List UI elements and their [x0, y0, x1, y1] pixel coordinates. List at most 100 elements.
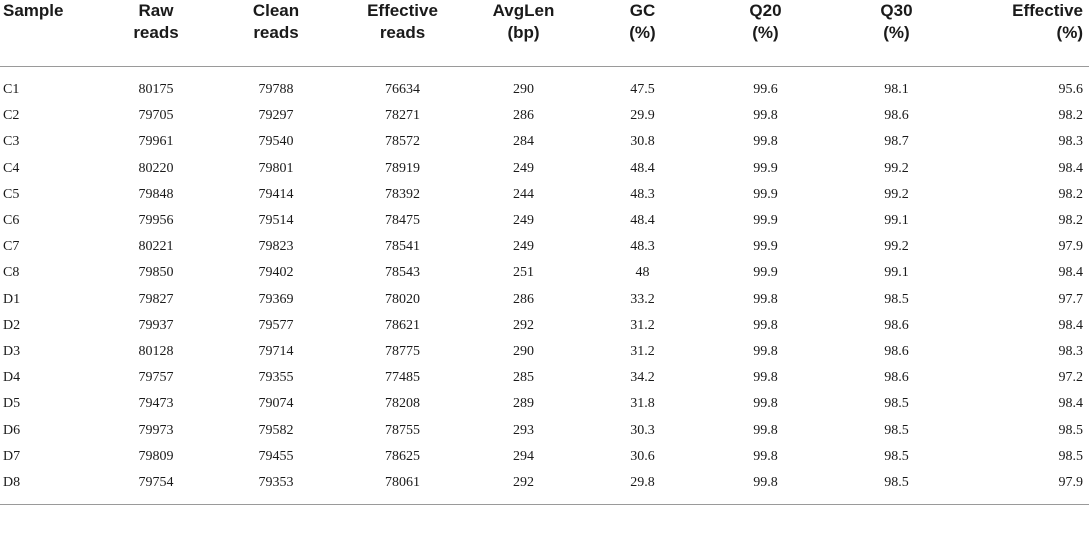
table-row: C4 80220 79801 78919 249 48.4 99.9 99.2 98.4 — [0, 156, 1089, 182]
header-q20: Q20 (%) — [703, 0, 828, 67]
cell-gc: 48.4 — [630, 213, 655, 229]
cell-raw-reads: 79827 — [138, 291, 174, 307]
cell-avglen: 292 — [465, 469, 582, 505]
header-avglen: AvgLen (bp) — [465, 0, 582, 67]
table-row: D2 79937 79577 78621 292 31.2 99.8 98.6 98.4 — [0, 313, 1089, 339]
cell-effective-reads: 78208 — [385, 396, 420, 412]
cell-q20: 99.8 — [753, 317, 778, 333]
cell-avglen: 286 — [513, 108, 534, 124]
cell-clean-reads: 79823 — [258, 239, 294, 255]
cell-avglen: 289 — [513, 396, 534, 412]
cell-effective-reads: 78775 — [385, 343, 420, 359]
cell-q30: 98.5 — [884, 448, 909, 464]
header-clean-reads: Clean reads — [212, 0, 340, 67]
cell-q20: 99.8 — [703, 469, 828, 505]
cell-raw-reads: 79809 — [138, 448, 174, 464]
cell-q20: 99.8 — [753, 448, 778, 464]
cell-gc: 31.8 — [630, 396, 655, 412]
cell-avglen: 292 — [513, 317, 534, 333]
table-row: D8 79754 79353 78061 292 29.8 99.8 98.5 97.9 — [0, 469, 1089, 505]
cell-q20: 99.8 — [753, 396, 778, 412]
cell-gc: 31.2 — [630, 317, 655, 333]
cell-q20: 99.9 — [753, 186, 778, 202]
cell-gc: 29.8 — [582, 469, 703, 505]
table-row: C1 80175 79788 76634 290 47.5 99.6 98.1 95.6 — [0, 67, 1089, 104]
cell-raw-reads: 79973 — [138, 422, 174, 438]
cell-raw-reads: 79956 — [138, 213, 174, 229]
cell-clean-reads: 79455 — [258, 448, 294, 464]
cell-clean-reads: 79577 — [258, 317, 294, 333]
cell-sample: D6 — [3, 422, 21, 438]
table-row: D5 79473 79074 78208 289 31.8 99.8 98.5 98.4 — [0, 391, 1089, 417]
cell-avglen: 244 — [513, 186, 534, 202]
cell-effective-reads: 78919 — [385, 160, 420, 176]
cell-sample: C3 — [3, 134, 20, 150]
cell-effective-reads: 78572 — [385, 134, 420, 150]
cell-q20: 99.8 — [753, 134, 778, 150]
cell-q20: 99.8 — [753, 370, 778, 386]
table-row: C8 79850 79402 78543 251 48 99.9 99.1 98.4 — [0, 260, 1089, 286]
cell-raw-reads: 79937 — [138, 317, 174, 333]
cell-sample: C7 — [3, 239, 20, 255]
cell-gc: 29.9 — [630, 108, 655, 124]
cell-effective-reads: 78625 — [385, 448, 420, 464]
cell-gc: 30.6 — [630, 448, 655, 464]
cell-q30: 98.6 — [884, 317, 909, 333]
cell-gc: 30.3 — [630, 422, 655, 438]
header-gc: GC (%) — [582, 0, 703, 67]
header-effective-pct: Effective (%) — [965, 0, 1089, 67]
cell-effective-pct: 98.2 — [1058, 186, 1084, 202]
cell-effective-pct: 98.4 — [1058, 160, 1084, 176]
cell-q20: 99.9 — [753, 213, 778, 229]
cell-gc: 34.2 — [630, 370, 655, 386]
cell-sample: C6 — [3, 213, 20, 229]
header-q30: Q30 (%) — [828, 0, 965, 67]
cell-raw-reads: 79961 — [138, 134, 174, 150]
cell-effective-pct: 98.4 — [1058, 317, 1084, 333]
cell-effective-reads: 76634 — [385, 82, 420, 98]
table-row: D3 80128 79714 78775 290 31.2 99.8 98.6 98.3 — [0, 339, 1089, 365]
cell-sample: D2 — [3, 317, 21, 333]
cell-raw-reads: 79754 — [100, 469, 212, 505]
cell-clean-reads: 79540 — [258, 134, 294, 150]
cell-raw-reads: 80221 — [138, 239, 174, 255]
cell-q20: 99.8 — [753, 291, 778, 307]
table-body: C1 80175 79788 76634 290 47.5 99.6 98.1 95.6 C2 79… — [0, 67, 1089, 505]
cell-q30: 98.5 — [884, 422, 909, 438]
cell-raw-reads: 79848 — [138, 186, 174, 202]
cell-q30: 99.2 — [884, 239, 909, 255]
cell-avglen: 290 — [513, 343, 534, 359]
cell-clean-reads: 79801 — [258, 160, 294, 176]
cell-effective-pct: 97.9 — [965, 469, 1089, 505]
cell-clean-reads: 79297 — [258, 108, 294, 124]
cell-effective-reads: 77485 — [385, 370, 420, 386]
cell-q30: 98.5 — [828, 469, 965, 505]
cell-effective-pct: 98.2 — [1058, 108, 1084, 124]
cell-sample: C8 — [3, 265, 20, 281]
cell-sample: D1 — [3, 291, 21, 307]
cell-effective-pct: 97.2 — [1058, 370, 1084, 386]
cell-effective-pct: 98.3 — [1058, 134, 1084, 150]
cell-avglen: 286 — [513, 291, 534, 307]
cell-avglen: 293 — [513, 422, 534, 438]
cell-gc: 47.5 — [630, 82, 655, 98]
cell-q20: 99.9 — [753, 265, 778, 281]
table-row: C5 79848 79414 78392 244 48.3 99.9 99.2 98.2 — [0, 182, 1089, 208]
header-sample: Sample — [0, 0, 100, 67]
cell-q30: 98.1 — [884, 82, 909, 98]
cell-effective-reads: 78392 — [385, 186, 420, 202]
cell-gc: 30.8 — [630, 134, 655, 150]
cell-effective-pct: 98.5 — [1058, 422, 1084, 438]
cell-gc: 31.2 — [630, 343, 655, 359]
cell-gc: 48.4 — [630, 160, 655, 176]
cell-q30: 98.5 — [884, 396, 909, 412]
cell-q30: 98.6 — [884, 108, 909, 124]
header-effective-reads: Effective reads — [340, 0, 465, 67]
cell-clean-reads: 79514 — [258, 213, 294, 229]
cell-effective-pct: 98.4 — [1058, 265, 1084, 281]
cell-avglen: 285 — [513, 370, 534, 386]
cell-avglen: 290 — [513, 82, 534, 98]
cell-raw-reads: 79705 — [138, 108, 174, 124]
cell-sample: C4 — [3, 160, 20, 176]
cell-clean-reads: 79714 — [258, 343, 294, 359]
